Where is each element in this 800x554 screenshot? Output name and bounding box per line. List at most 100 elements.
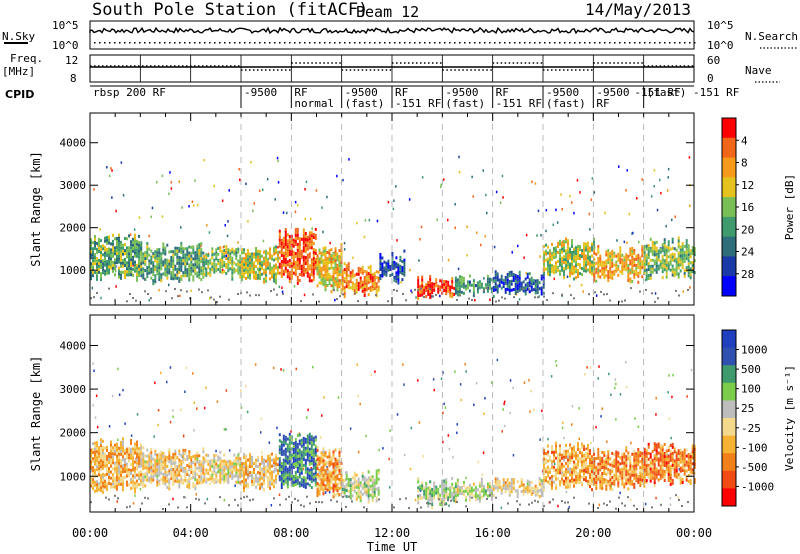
- echo-cell: [502, 279, 505, 282]
- sparse-echo: [457, 267, 460, 271]
- echo-cell: [267, 260, 269, 264]
- sparse-echo: [629, 498, 632, 501]
- echo-cell: [94, 468, 96, 472]
- echo-cell: [132, 456, 134, 460]
- sparse-echo: [588, 212, 591, 216]
- echo-cell: [655, 252, 658, 256]
- echo-cell: [282, 251, 285, 255]
- echo-cell: [468, 283, 471, 287]
- echo-cell: [607, 258, 610, 262]
- echo-cell: [290, 474, 293, 478]
- echo-cell: [176, 252, 179, 256]
- echo-cell: [302, 231, 305, 235]
- echo-cell: [673, 259, 676, 263]
- echo-cell: [221, 462, 224, 466]
- echo-cell: [192, 455, 195, 459]
- nsky-tick-bottom: 10^0: [52, 39, 79, 52]
- echo-cell: [190, 263, 193, 267]
- echo-cell: [166, 270, 169, 274]
- low-range-speckle: [495, 300, 497, 303]
- echo-cell: [100, 483, 102, 487]
- echo-cell: [310, 246, 313, 250]
- echo-cell: [447, 496, 450, 500]
- low-range-speckle: [186, 290, 188, 293]
- echo-cell: [557, 259, 559, 263]
- echo-cell: [643, 251, 646, 255]
- echo-cell: [345, 285, 348, 289]
- echo-cell: [202, 275, 205, 279]
- echo-cell: [253, 471, 255, 474]
- echo-cell: [296, 466, 299, 470]
- echo-cell: [326, 488, 329, 492]
- sparse-echo: [388, 457, 390, 461]
- echo-cell: [482, 493, 485, 497]
- echo-cell: [347, 489, 350, 493]
- echo-cell: [575, 267, 577, 271]
- echo-cell: [454, 494, 457, 498]
- echo-cell: [520, 281, 523, 285]
- echo-cell: [116, 487, 118, 491]
- echo-cell: [379, 253, 382, 256]
- echo-cell: [468, 498, 471, 502]
- sparse-echo: [209, 482, 211, 485]
- echo-cell: [625, 253, 628, 257]
- echo-cell: [575, 255, 577, 259]
- echo-cell: [563, 243, 565, 247]
- echo-cell: [112, 461, 114, 465]
- echo-cell: [92, 250, 94, 254]
- echo-cell: [259, 474, 261, 478]
- echo-cell: [587, 253, 589, 257]
- echo-cell: [510, 478, 513, 482]
- echo-cell: [257, 273, 259, 277]
- echo-cell: [528, 290, 531, 294]
- low-range-speckle: [207, 289, 209, 292]
- echo-cell: [227, 260, 230, 264]
- echo-cell: [528, 486, 531, 490]
- echo-cell: [284, 474, 287, 478]
- echo-cell: [443, 286, 446, 289]
- echo-cell: [198, 481, 201, 485]
- echo-cell: [298, 264, 301, 267]
- echo-cell: [336, 477, 339, 481]
- echo-cell: [312, 436, 315, 440]
- echo-cell: [280, 263, 283, 266]
- echo-cell: [367, 281, 370, 285]
- sparse-echo: [282, 369, 285, 372]
- echo-cell: [118, 272, 120, 276]
- echo-cell: [689, 267, 692, 271]
- echo-cell: [326, 479, 329, 483]
- echo-cell: [271, 479, 273, 483]
- echo-cell: [202, 480, 205, 484]
- echo-cell: [599, 257, 602, 261]
- echo-cell: [215, 263, 218, 267]
- echo-cell: [138, 273, 140, 277]
- echo-cell: [106, 241, 108, 245]
- echo-cell: [294, 270, 297, 273]
- echo-cell: [122, 485, 124, 489]
- echo-cell: [651, 267, 654, 271]
- echo-cell: [478, 283, 481, 287]
- echo-cell: [144, 278, 147, 281]
- echo-cell: [96, 465, 98, 469]
- echo-cell: [114, 246, 116, 250]
- echo-cell: [357, 483, 360, 487]
- echo-cell: [251, 267, 253, 271]
- echo-cell: [265, 249, 267, 253]
- echo-cell: [454, 291, 457, 295]
- echo-cell: [188, 257, 191, 261]
- echo-cell: [655, 255, 658, 259]
- echo-cell: [458, 486, 461, 490]
- echo-cell: [249, 270, 251, 274]
- echo-cell: [196, 454, 199, 458]
- echo-cell: [451, 491, 454, 495]
- echo-cell: [235, 468, 238, 472]
- echo-cell: [553, 247, 555, 251]
- low-range-speckle: [282, 292, 284, 295]
- echo-cell: [320, 451, 323, 455]
- echo-cell: [166, 243, 169, 247]
- echo-cell: [349, 490, 352, 494]
- echo-cell: [110, 251, 112, 255]
- echo-cell: [196, 262, 199, 266]
- nsearch-dot: [619, 42, 621, 44]
- echo-cell: [617, 267, 620, 271]
